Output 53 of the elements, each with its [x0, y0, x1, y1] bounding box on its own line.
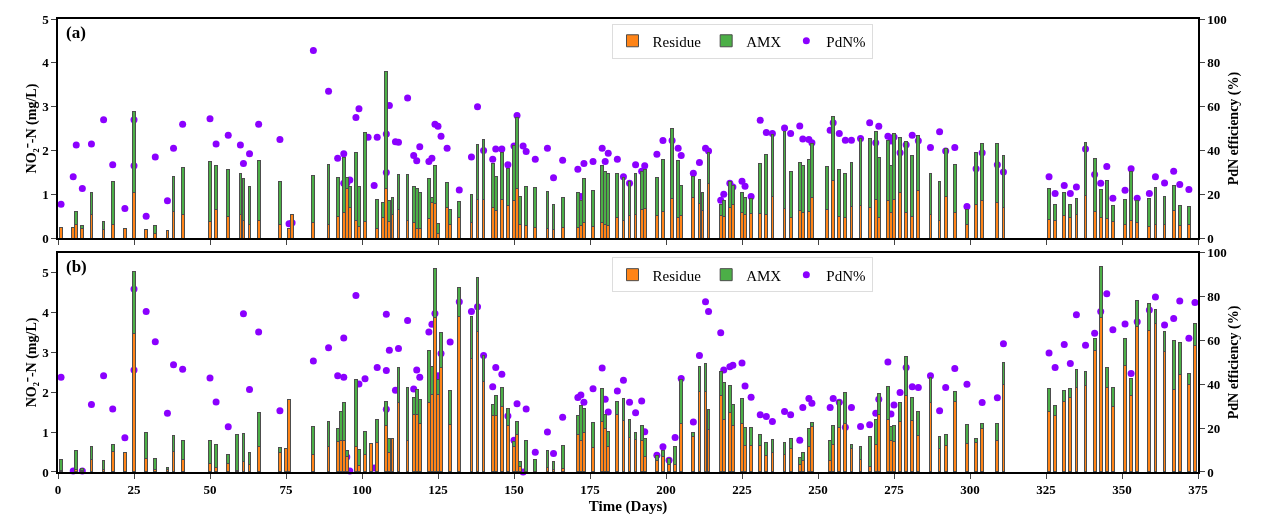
y2-tick-label: 20 — [1207, 186, 1221, 202]
legend-label: PdN% — [826, 267, 866, 284]
x-tick-label: 100 — [352, 482, 372, 498]
y-tick-label: 2 — [42, 143, 49, 159]
x-tick-label: 0 — [54, 482, 62, 498]
y-tick-label: 3 — [42, 99, 50, 115]
y2-tick-label: 0 — [1207, 464, 1214, 480]
x-tick-label: 325 — [1036, 482, 1057, 498]
y-tick-label: 2 — [42, 384, 49, 400]
legend-label: Residue — [652, 267, 702, 284]
legend-label: Residue — [652, 33, 702, 50]
x-tick-label: 75 — [279, 482, 293, 498]
y-tick-label: 1 — [42, 186, 49, 202]
y2-tick-label: 0 — [1207, 230, 1214, 246]
y2-tick-label: 60 — [1207, 333, 1221, 349]
x-tick-label: 350 — [1112, 482, 1132, 498]
y-tick-label: 0 — [42, 464, 49, 480]
y-axis-title: NO₂⁻-N (mg/L) — [24, 317, 41, 408]
x-tick-label: 150 — [504, 482, 524, 498]
chart-title: (b) — [66, 257, 87, 276]
x-tick-label: 200 — [656, 482, 676, 498]
y-tick-label: 4 — [42, 55, 50, 71]
y-axis-title: NO₂⁻-N (mg/L) — [24, 83, 41, 174]
x-tick-label: 225 — [732, 482, 753, 498]
x-tick-label: 300 — [960, 482, 980, 498]
y-tick-label: 3 — [42, 345, 50, 361]
y2-tick-label: 40 — [1207, 376, 1221, 392]
y-tick-label: 4 — [42, 305, 50, 321]
y2-tick-label: 100 — [1207, 11, 1227, 27]
y2-tick-label: 100 — [1207, 245, 1227, 261]
y-tick-label: 5 — [42, 265, 50, 281]
y2-tick-label: 20 — [1207, 420, 1221, 436]
x-tick-label: 125 — [428, 482, 449, 498]
y2-tick-label: 40 — [1207, 143, 1221, 159]
y2-tick-label: 60 — [1207, 99, 1221, 115]
legend-label: PdN% — [826, 33, 866, 50]
x-tick-label: 275 — [884, 482, 905, 498]
x-tick-label: 50 — [203, 482, 217, 498]
x-tick-label: 250 — [808, 482, 828, 498]
y-tick-label: 1 — [42, 424, 49, 440]
y2-tick-label: 80 — [1207, 289, 1221, 305]
x-tick-label: 175 — [580, 482, 601, 498]
y-tick-label: 5 — [42, 11, 50, 27]
x-axis-title: Time (Days) — [588, 497, 668, 515]
chart-title: (a) — [66, 23, 86, 42]
legend-label: AMX — [746, 267, 782, 284]
y2-axis-title: PdN efficiency (%) — [1225, 305, 1242, 420]
legend-label: AMX — [746, 33, 782, 50]
y2-axis-title: PdN efficiency (%) — [1225, 71, 1242, 186]
x-tick-label: 375 — [1188, 482, 1209, 498]
y-tick-label: 0 — [42, 230, 49, 246]
y2-tick-label: 80 — [1207, 55, 1221, 71]
x-tick-label: 25 — [127, 482, 141, 498]
